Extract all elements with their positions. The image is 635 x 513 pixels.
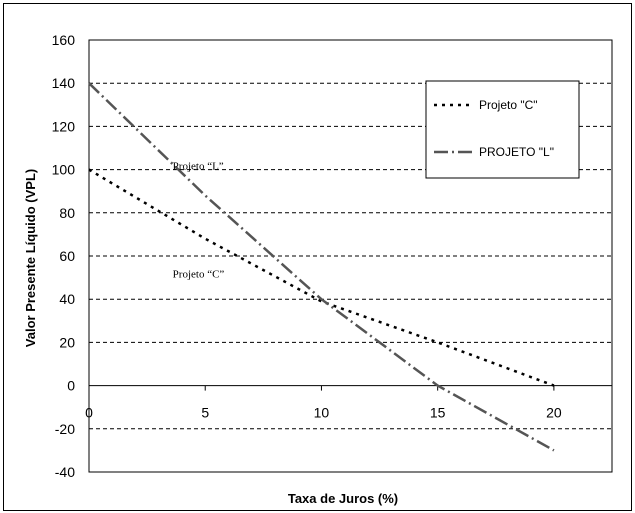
y-tick-label: 160 — [52, 32, 76, 48]
x-tick-label: 0 — [85, 405, 93, 421]
y-tick-label: 120 — [52, 118, 76, 134]
x-tick-labels: 0 5 10 15 20 — [85, 405, 562, 421]
plot-area-border — [88, 39, 613, 473]
annotation-label: Projeto “C” — [173, 269, 225, 281]
y-axis-title: Valor Presente Líquido (VPL) — [23, 169, 38, 347]
annotation-label: Projeto “L” — [173, 161, 224, 173]
series-line-projeto-c — [88, 168, 555, 387]
y-tick-label: 80 — [59, 205, 75, 221]
x-axis-title: Taxa de Juros (%) — [288, 491, 398, 506]
y-tick-label: -20 — [55, 421, 75, 437]
x-tick-label: 15 — [430, 405, 446, 421]
legend-box — [425, 80, 580, 179]
y-tick-labels: -40 -20 0 20 40 60 80 100 120 140 160 — [52, 32, 76, 480]
y-tick-label: 60 — [59, 248, 75, 264]
y-tick-label: 140 — [52, 75, 76, 91]
legend-label-projeto-l: PROJETO "L" — [479, 145, 554, 159]
x-tick-label: 10 — [314, 405, 330, 421]
y-tick-label: 40 — [59, 291, 75, 307]
x-tick-label: 20 — [546, 405, 562, 421]
series-line-projeto-l — [88, 82, 555, 452]
y-tick-label: -40 — [55, 464, 75, 480]
y-tick-label: 20 — [59, 334, 75, 350]
series-lines — [88, 82, 555, 452]
y-tick-label: 100 — [52, 162, 76, 178]
legend: Projeto "C" PROJETO "L" — [425, 80, 580, 179]
y-tick-label: 0 — [67, 378, 75, 394]
x-tick-label: 5 — [201, 405, 209, 421]
x-axis-zero-line — [88, 385, 612, 391]
annotations: Projeto “L” Projeto “C” — [173, 161, 225, 281]
legend-label-projeto-c: Projeto "C" — [479, 98, 538, 112]
